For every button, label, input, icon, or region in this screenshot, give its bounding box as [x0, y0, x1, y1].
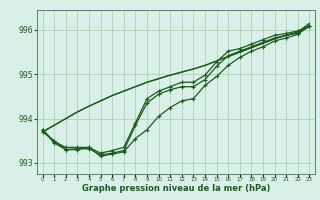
- X-axis label: Graphe pression niveau de la mer (hPa): Graphe pression niveau de la mer (hPa): [82, 184, 270, 193]
